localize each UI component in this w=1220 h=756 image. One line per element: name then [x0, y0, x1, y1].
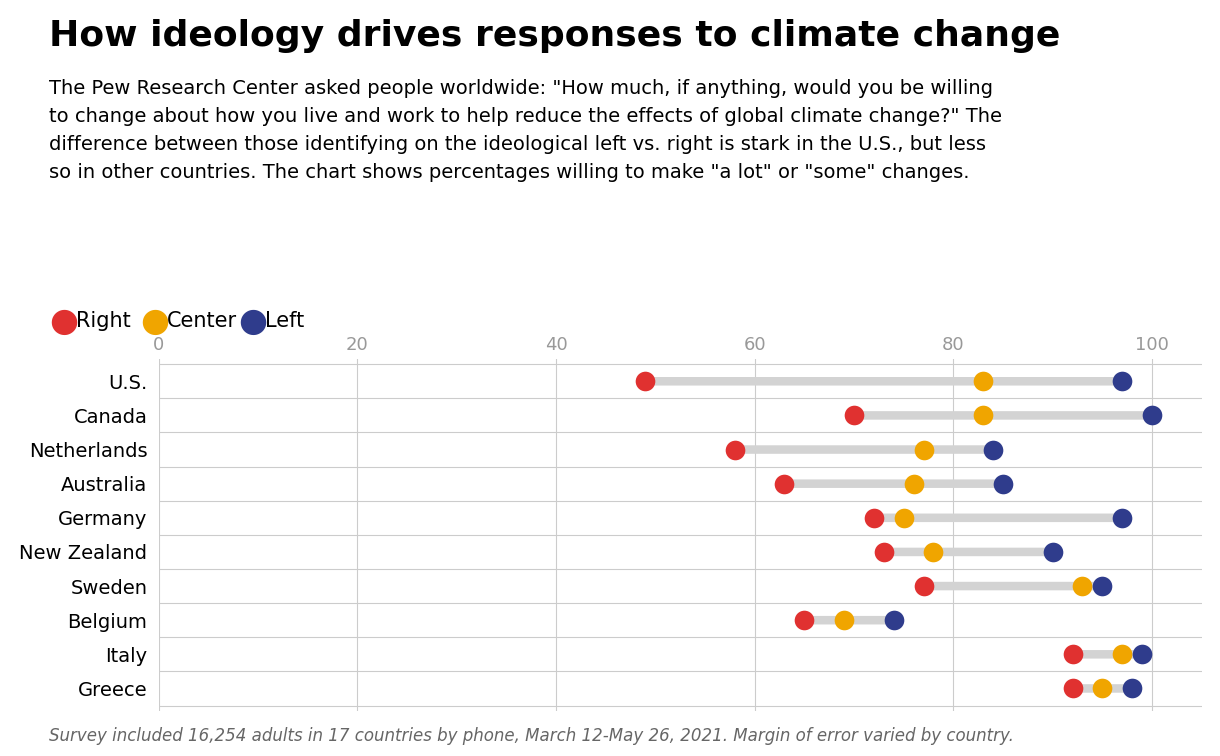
- Point: [914, 444, 933, 456]
- FancyBboxPatch shape: [924, 582, 1103, 590]
- Point: [993, 478, 1013, 490]
- FancyBboxPatch shape: [804, 616, 894, 624]
- Point: [1093, 683, 1113, 695]
- Point: [1063, 683, 1082, 695]
- Point: [1093, 580, 1113, 592]
- Text: Right: Right: [76, 311, 131, 331]
- Text: ●: ●: [140, 305, 170, 338]
- Text: How ideology drives responses to climate change: How ideology drives responses to climate…: [49, 19, 1060, 53]
- Point: [904, 478, 924, 490]
- Point: [725, 444, 744, 456]
- FancyBboxPatch shape: [1072, 650, 1142, 658]
- FancyBboxPatch shape: [883, 547, 1053, 556]
- Text: Center: Center: [167, 311, 237, 331]
- Point: [1063, 649, 1082, 661]
- FancyBboxPatch shape: [854, 411, 1152, 420]
- Point: [1043, 546, 1063, 558]
- Text: ●: ●: [49, 305, 78, 338]
- Point: [794, 614, 814, 626]
- Text: Left: Left: [265, 311, 304, 331]
- Point: [844, 409, 864, 421]
- Point: [1113, 512, 1132, 524]
- Point: [894, 512, 914, 524]
- Point: [1142, 409, 1161, 421]
- FancyBboxPatch shape: [784, 479, 1003, 488]
- FancyBboxPatch shape: [874, 513, 1122, 522]
- FancyBboxPatch shape: [734, 445, 993, 454]
- Point: [636, 375, 655, 387]
- Point: [914, 580, 933, 592]
- Point: [1113, 375, 1132, 387]
- Point: [1072, 580, 1092, 592]
- Text: The Pew Research Center asked people worldwide: "How much, if anything, would yo: The Pew Research Center asked people wor…: [49, 79, 1002, 182]
- Text: ●: ●: [238, 305, 267, 338]
- Point: [974, 409, 993, 421]
- Point: [974, 375, 993, 387]
- FancyBboxPatch shape: [645, 377, 1122, 386]
- Point: [1122, 683, 1142, 695]
- Point: [884, 614, 904, 626]
- Point: [874, 546, 893, 558]
- Point: [1113, 649, 1132, 661]
- Point: [1132, 649, 1152, 661]
- Point: [834, 614, 854, 626]
- Point: [924, 546, 943, 558]
- Point: [864, 512, 883, 524]
- Point: [775, 478, 794, 490]
- FancyBboxPatch shape: [1072, 684, 1132, 692]
- Text: Survey included 16,254 adults in 17 countries by phone, March 12-May 26, 2021. M: Survey included 16,254 adults in 17 coun…: [49, 727, 1014, 745]
- Point: [983, 444, 1003, 456]
